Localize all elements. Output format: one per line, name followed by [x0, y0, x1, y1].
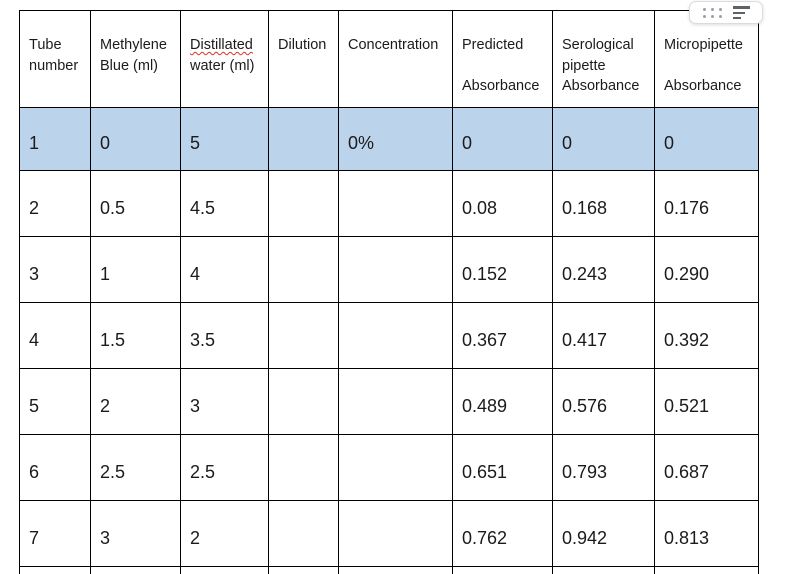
- table-cell[interactable]: 4: [180, 236, 269, 303]
- table-row: 6 2.5 2.5 0.651 0.793 0.687: [19, 434, 759, 501]
- table-cell[interactable]: [268, 302, 339, 369]
- table-cell[interactable]: 0: [452, 107, 553, 171]
- table-cell[interactable]: 0.576: [552, 368, 655, 435]
- table-cell[interactable]: [338, 500, 453, 567]
- table-cell[interactable]: 0.942: [552, 500, 655, 567]
- table-cell[interactable]: 0.367: [452, 302, 553, 369]
- table-cell[interactable]: [338, 236, 453, 303]
- table-cell[interactable]: [268, 500, 339, 567]
- table-cell[interactable]: [268, 107, 339, 171]
- table-cell[interactable]: 2.5: [180, 434, 269, 501]
- table-cell[interactable]: 0: [90, 107, 181, 171]
- table-row-partial: [19, 566, 759, 574]
- table-cell[interactable]: 4.5: [180, 170, 269, 237]
- table-cell[interactable]: [452, 566, 553, 574]
- table-cell[interactable]: 1: [90, 236, 181, 303]
- table-cell[interactable]: [268, 236, 339, 303]
- table-cell[interactable]: 0: [552, 107, 655, 171]
- column-header-tube-number[interactable]: Tube number: [19, 10, 91, 108]
- table-cell[interactable]: 0.176: [654, 170, 759, 237]
- drag-handle-icon[interactable]: [702, 7, 722, 18]
- table-cell[interactable]: [654, 566, 759, 574]
- misspelled-word: Distillated: [190, 37, 253, 53]
- table-cell[interactable]: [338, 566, 453, 574]
- table-row-selected: 1 0 5 0% 0 0 0: [19, 107, 759, 171]
- table-cell[interactable]: [268, 566, 339, 574]
- header-label: water (ml): [190, 57, 255, 74]
- table-cell[interactable]: 0.5: [90, 170, 181, 237]
- table-cell[interactable]: [552, 566, 655, 574]
- table-cell[interactable]: 5: [180, 107, 269, 171]
- table-cell[interactable]: [338, 170, 453, 237]
- data-table: Tube number Methylene Blue (ml) Distilla…: [19, 10, 759, 574]
- table-row: 5 2 3 0.489 0.576 0.521: [19, 368, 759, 435]
- column-header-concentration[interactable]: Concentration: [338, 10, 453, 108]
- table-cell[interactable]: [338, 368, 453, 435]
- table-cell[interactable]: 3: [19, 236, 91, 303]
- table-row: 4 1.5 3.5 0.367 0.417 0.392: [19, 302, 759, 369]
- table-cell[interactable]: 0.651: [452, 434, 553, 501]
- table-cell[interactable]: [268, 368, 339, 435]
- column-header-methylene-blue[interactable]: Methylene Blue (ml): [90, 10, 181, 108]
- table-cell[interactable]: 0.168: [552, 170, 655, 237]
- sort-icon[interactable]: [732, 6, 750, 19]
- table-cell[interactable]: [268, 434, 339, 501]
- table-cell[interactable]: [19, 566, 91, 574]
- column-header-distillated-water[interactable]: Distillated water (ml): [180, 10, 269, 108]
- table-row: 3 1 4 0.152 0.243 0.290: [19, 236, 759, 303]
- table-cell[interactable]: 3.5: [180, 302, 269, 369]
- table-cell[interactable]: 0.392: [654, 302, 759, 369]
- table-cell[interactable]: 0.290: [654, 236, 759, 303]
- column-header-micropipette-absorbance[interactable]: Micropipette Absorbance: [654, 10, 759, 108]
- table-row: 7 3 2 0.762 0.942 0.813: [19, 500, 759, 567]
- table-cell[interactable]: 0.687: [654, 434, 759, 501]
- table-cell[interactable]: [90, 566, 181, 574]
- table-floating-toolbar: [689, 1, 763, 24]
- column-header-serological-pipette-absorbance[interactable]: Serological pipette Absorbance: [552, 10, 655, 108]
- column-header-predicted-absorbance[interactable]: Predicted Absorbance: [452, 10, 553, 108]
- table-cell[interactable]: 1: [19, 107, 91, 171]
- table-cell[interactable]: 0.793: [552, 434, 655, 501]
- table-cell[interactable]: [338, 302, 453, 369]
- table-cell[interactable]: 0%: [338, 107, 453, 171]
- table-cell[interactable]: 3: [90, 500, 181, 567]
- column-header-dilution[interactable]: Dilution: [268, 10, 339, 108]
- table-cell[interactable]: 2.5: [90, 434, 181, 501]
- table-cell[interactable]: 0.762: [452, 500, 553, 567]
- table-cell[interactable]: 0: [654, 107, 759, 171]
- table-cell[interactable]: 0.417: [552, 302, 655, 369]
- table-cell[interactable]: 2: [90, 368, 181, 435]
- table-cell[interactable]: [180, 566, 269, 574]
- table-cell[interactable]: 2: [180, 500, 269, 567]
- header-row: Tube number Methylene Blue (ml) Distilla…: [19, 10, 759, 108]
- table-cell[interactable]: 0.813: [654, 500, 759, 567]
- table-cell[interactable]: 0.08: [452, 170, 553, 237]
- table-cell[interactable]: 0.243: [552, 236, 655, 303]
- table-cell[interactable]: 3: [180, 368, 269, 435]
- table-row: 2 0.5 4.5 0.08 0.168 0.176: [19, 170, 759, 237]
- table-cell[interactable]: 0.489: [452, 368, 553, 435]
- table-cell[interactable]: 0.152: [452, 236, 553, 303]
- table-cell[interactable]: 5: [19, 368, 91, 435]
- table-cell[interactable]: 7: [19, 500, 91, 567]
- table-cell[interactable]: 4: [19, 302, 91, 369]
- table-cell[interactable]: 2: [19, 170, 91, 237]
- table-cell[interactable]: 6: [19, 434, 91, 501]
- table-cell[interactable]: [338, 434, 453, 501]
- table-cell[interactable]: 1.5: [90, 302, 181, 369]
- table-cell[interactable]: [268, 170, 339, 237]
- table-cell[interactable]: 0.521: [654, 368, 759, 435]
